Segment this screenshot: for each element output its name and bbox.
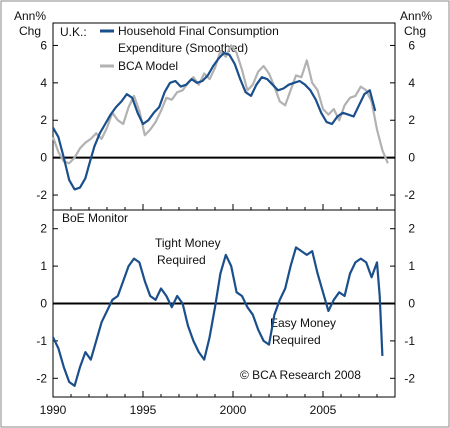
y-tick-label-right: -2 — [404, 371, 415, 385]
annotation-tight-money-line2: Required — [157, 253, 206, 267]
bottom-panel-title: BoE Monitor — [62, 211, 128, 225]
x-tick-label: 1995 — [130, 403, 157, 417]
series-line-boe-monitor — [52, 246, 384, 387]
y-tick-label-left: -2 — [36, 371, 47, 385]
y-tick-label-left: 1 — [40, 259, 47, 273]
chart-marks: -2 -2 0 0 2 2 4 4 6 6 -2 -2 -1 -1 0 0 1 1 2 2 1990 1995 2000 20… — [36, 38, 415, 417]
y-tick-label-left: 4 — [40, 76, 47, 90]
y-tick-label-left: 2 — [40, 222, 47, 236]
x-tick-label: 2005 — [310, 403, 337, 417]
y-tick-label-left: -2 — [36, 188, 47, 202]
y-tick-label-left: 0 — [40, 297, 47, 311]
series-line-household-final-consumption-expenditure-smoothed — [52, 51, 377, 191]
y-tick-label-right: -1 — [404, 334, 415, 348]
y-tick-label-right: 0 — [408, 297, 415, 311]
left-unit-line1: Ann% — [14, 9, 46, 23]
top-panel-title: U.K.: — [60, 25, 87, 39]
annotation-easy-money-line2: Required — [272, 333, 321, 347]
y-tick-label-right: 0 — [408, 151, 415, 165]
annotation-tight-money-line1: Tight Money — [155, 236, 221, 250]
y-tick-label-right: 2 — [408, 222, 415, 236]
y-tick-label-right: 2 — [408, 113, 415, 127]
copyright-note: © BCA Research 2008 — [240, 368, 361, 382]
y-tick-label-right: -2 — [404, 188, 415, 202]
legend-label-bca-model: BCA Model — [118, 59, 178, 73]
x-tick-label: 2000 — [220, 403, 247, 417]
y-tick-label-left: 2 — [40, 113, 47, 127]
y-tick-label-left: 6 — [40, 38, 47, 52]
legend-label-hfce-line2: Expenditure (Smoothed) — [118, 41, 248, 55]
y-tick-label-right: 6 — [408, 38, 415, 52]
legend-label-hfce-line1: Household Final Consumption — [118, 24, 279, 38]
series-line-bca-model — [51, 44, 389, 165]
y-tick-label-left: 0 — [40, 151, 47, 165]
annotation-easy-money-line1: Easy Money — [270, 316, 336, 330]
right-unit-line1: Ann% — [400, 9, 432, 23]
y-tick-label-left: -1 — [36, 334, 47, 348]
y-tick-label-right: 4 — [408, 76, 415, 90]
right-unit-line2: Chg — [404, 24, 426, 38]
y-tick-label-right: 1 — [408, 259, 415, 273]
x-tick-label: 1990 — [40, 403, 67, 417]
left-unit-line2: Chg — [19, 24, 41, 38]
